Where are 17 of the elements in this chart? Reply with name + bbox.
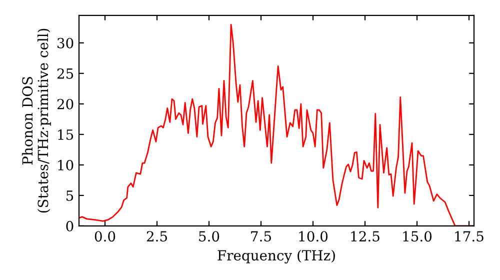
x-tick-label: 12.5 (351, 231, 380, 242)
x-tick-label: 15.0 (403, 231, 432, 242)
y-tick-label: 30 (58, 38, 74, 48)
y-axis-title: Phonon DOS (States/THz·primitive cell) (22, 28, 51, 213)
y-tick-label: 25 (57, 68, 74, 79)
y-tick-label: 0 (66, 220, 74, 232)
x-tick-label: 17.5 (455, 231, 484, 242)
x-tick-label: 5.0 (199, 231, 220, 242)
x-tick-label: 0.0 (94, 231, 116, 242)
y-tick-label: 15 (58, 129, 74, 140)
y-tick-label: 10 (58, 160, 74, 170)
x-tick-label: 2.5 (146, 231, 167, 242)
x-tick-label: 10.0 (299, 231, 328, 242)
y-tick-label: 5 (66, 190, 74, 201)
x-axis-title: Frequency (THz) (218, 250, 335, 264)
x-tick-label: 7.5 (251, 231, 271, 242)
y-tick-label: 20 (57, 98, 74, 110)
